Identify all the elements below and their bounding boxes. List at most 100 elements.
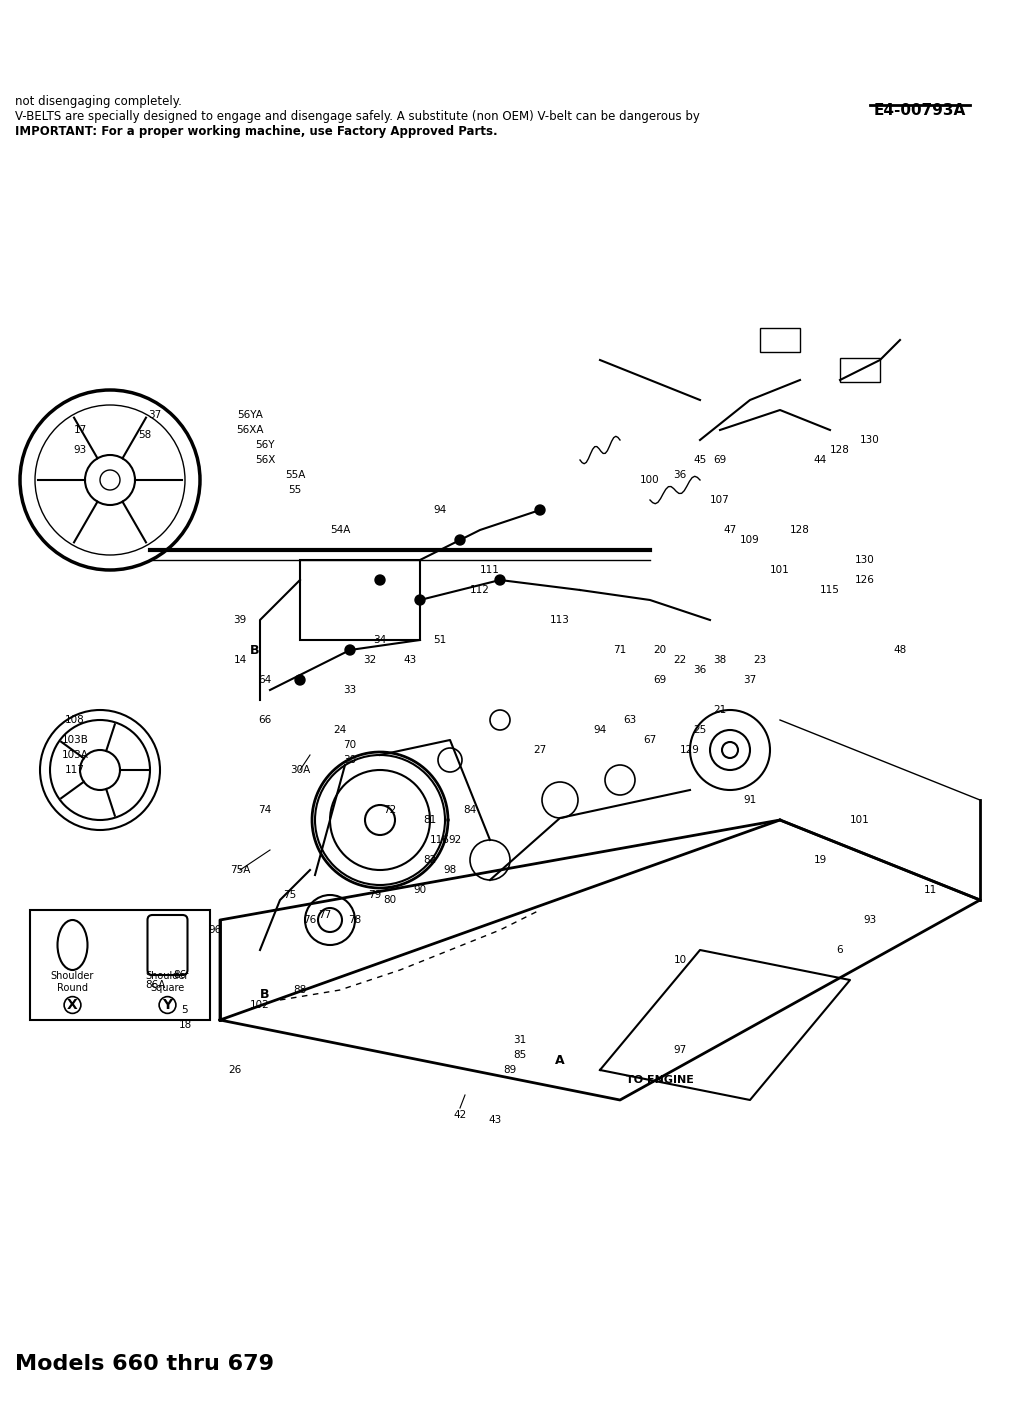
Text: 21: 21 — [713, 705, 727, 715]
Text: 128: 128 — [830, 445, 850, 455]
Bar — [30, 910, 209, 1019]
Text: 17: 17 — [73, 425, 87, 435]
Text: 109: 109 — [740, 535, 760, 545]
Circle shape — [415, 595, 425, 605]
Text: 70: 70 — [344, 740, 357, 750]
Text: 56X: 56X — [255, 455, 276, 465]
Text: Square: Square — [151, 983, 185, 993]
Text: 75A: 75A — [230, 865, 250, 875]
Text: 43: 43 — [404, 656, 417, 665]
Circle shape — [50, 720, 150, 820]
Text: 129: 129 — [680, 746, 700, 755]
Text: 116: 116 — [430, 835, 450, 845]
Text: 48: 48 — [894, 644, 907, 656]
Text: 64: 64 — [258, 675, 271, 685]
Text: 89: 89 — [504, 1066, 517, 1075]
Text: 24: 24 — [333, 724, 347, 736]
Circle shape — [315, 755, 445, 885]
Bar — [760, 329, 800, 352]
Text: 31: 31 — [513, 1035, 526, 1045]
Text: IMPORTANT: For a proper working machine, use Factory Approved Parts.: IMPORTANT: For a proper working machine,… — [15, 125, 497, 138]
Circle shape — [20, 390, 200, 570]
Text: 36: 36 — [673, 470, 686, 480]
Text: 14: 14 — [233, 656, 247, 665]
Circle shape — [305, 894, 355, 945]
Circle shape — [605, 765, 635, 795]
Text: 107: 107 — [710, 496, 730, 505]
Text: 79: 79 — [368, 890, 382, 900]
Text: 56YA: 56YA — [237, 410, 263, 420]
Text: 80: 80 — [384, 894, 396, 906]
Text: 47: 47 — [723, 525, 737, 535]
Text: 10: 10 — [674, 955, 686, 965]
Circle shape — [495, 576, 505, 585]
Text: 88: 88 — [293, 986, 307, 995]
Circle shape — [438, 748, 462, 772]
Circle shape — [330, 769, 430, 870]
Text: 43: 43 — [488, 1115, 502, 1125]
Text: 25: 25 — [694, 724, 707, 736]
Text: V-BELTS are specially designed to engage and disengage safely. A substitute (non: V-BELTS are specially designed to engage… — [15, 110, 700, 124]
Text: 82: 82 — [423, 855, 437, 865]
Text: A: A — [555, 1053, 565, 1067]
Circle shape — [535, 505, 545, 515]
Text: 38: 38 — [713, 656, 727, 665]
Text: 111: 111 — [480, 564, 499, 576]
Text: 20: 20 — [653, 644, 667, 656]
Text: 126: 126 — [856, 576, 875, 585]
Text: 112: 112 — [470, 585, 490, 595]
Bar — [840, 358, 880, 382]
Text: 56Y: 56Y — [255, 439, 275, 451]
Text: 130: 130 — [856, 555, 875, 564]
Text: 77: 77 — [319, 910, 331, 920]
Text: 115: 115 — [820, 585, 840, 595]
Text: 58: 58 — [138, 430, 152, 439]
Text: 33: 33 — [344, 685, 357, 695]
Circle shape — [490, 710, 510, 730]
Circle shape — [318, 908, 342, 932]
Text: 11: 11 — [924, 885, 937, 894]
Text: 66: 66 — [258, 715, 271, 724]
Text: 39: 39 — [233, 615, 247, 625]
Text: 19: 19 — [813, 855, 827, 865]
Text: 34: 34 — [374, 635, 387, 644]
Text: 97: 97 — [673, 1045, 686, 1054]
Text: 102: 102 — [250, 1000, 270, 1009]
Text: 23: 23 — [753, 656, 767, 665]
Text: 93: 93 — [73, 445, 87, 455]
Text: 84: 84 — [463, 804, 477, 814]
Text: 6: 6 — [837, 945, 843, 955]
Text: TO ENGINE: TO ENGINE — [626, 1075, 694, 1085]
Text: 117: 117 — [65, 765, 85, 775]
Text: 5: 5 — [182, 1005, 188, 1015]
Text: 85: 85 — [513, 1050, 526, 1060]
Text: 75: 75 — [284, 890, 296, 900]
Ellipse shape — [58, 920, 88, 970]
Text: 90: 90 — [414, 885, 426, 894]
Text: 54A: 54A — [330, 525, 350, 535]
Text: 45: 45 — [694, 455, 707, 465]
Text: not disengaging completely.: not disengaging completely. — [15, 95, 182, 108]
Text: 74: 74 — [258, 804, 271, 814]
Text: 69: 69 — [653, 675, 667, 685]
Text: 108: 108 — [65, 715, 85, 724]
Text: 30A: 30A — [290, 765, 311, 775]
Circle shape — [455, 535, 465, 545]
Text: 22: 22 — [673, 656, 686, 665]
Text: Shoulder: Shoulder — [51, 972, 94, 981]
Text: 81: 81 — [423, 814, 437, 826]
Text: 100: 100 — [640, 475, 659, 484]
Circle shape — [542, 782, 578, 819]
Text: 37: 37 — [149, 410, 162, 420]
Circle shape — [365, 804, 395, 835]
Text: 71: 71 — [613, 644, 626, 656]
Circle shape — [100, 470, 120, 490]
Circle shape — [710, 730, 750, 769]
Circle shape — [375, 576, 385, 585]
Circle shape — [40, 710, 160, 830]
Text: 18: 18 — [179, 1019, 192, 1031]
Text: 37: 37 — [743, 675, 756, 685]
Text: 27: 27 — [534, 746, 547, 755]
Text: 63: 63 — [623, 715, 637, 724]
Text: 42: 42 — [453, 1111, 466, 1120]
